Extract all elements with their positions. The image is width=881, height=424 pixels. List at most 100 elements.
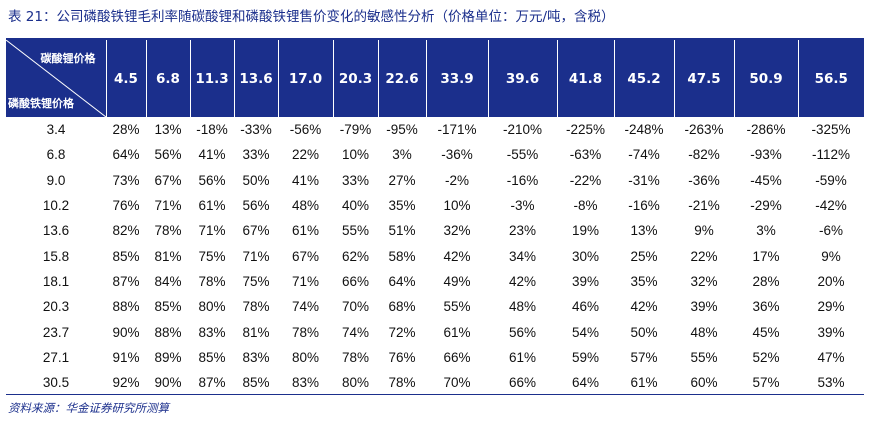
table-cell: -22%	[569, 172, 602, 188]
table-cell: 78%	[388, 375, 416, 391]
table-cell: 50%	[630, 324, 658, 340]
table-cell: 67%	[291, 248, 320, 264]
table-cell: 13%	[154, 122, 182, 138]
table-cell: -33%	[240, 122, 272, 138]
table-cell: -18%	[196, 122, 228, 138]
table-cell: 25%	[630, 248, 658, 264]
table-cell: 13%	[630, 223, 658, 239]
table-cell: 56%	[198, 172, 226, 188]
table-cell: 42%	[443, 248, 471, 264]
table-cell: 48%	[690, 324, 718, 340]
table-cell: 17%	[752, 248, 780, 264]
column-header: 22.6	[377, 40, 426, 117]
column-header: 11.3	[189, 40, 234, 117]
table-cell: 42%	[508, 273, 537, 289]
table-row: 6.8 64% 56% 41% 33% 22% 10% 3% -36% -55% -63% -74% -…	[6, 142, 864, 167]
table-cell: -79%	[339, 122, 372, 138]
table-cell: 64%	[388, 273, 416, 289]
table-cell: 35%	[630, 273, 658, 289]
table-cell: 73%	[112, 172, 140, 188]
table-cell: 58%	[388, 248, 416, 264]
table-title: 表 21：公司磷酸铁锂毛利率随碳酸锂和磷酸铁锂售价变化的敏感性分析（价格单位：万…	[8, 9, 615, 25]
table-cell: 20%	[817, 273, 845, 289]
table-cell: 91%	[112, 349, 140, 365]
column-header: 39.6	[487, 40, 557, 117]
row-header: 3.4	[46, 122, 66, 138]
table-cell: 22%	[690, 248, 718, 264]
table-cell: 67%	[242, 223, 270, 239]
table-cell: 88%	[112, 299, 140, 315]
table-cell: -16%	[628, 198, 660, 214]
table-cell: 90%	[154, 375, 182, 391]
table-cell: 76%	[388, 349, 416, 365]
column-header: 50.9	[733, 40, 798, 117]
table-cell: -36%	[441, 147, 473, 163]
table-cell: 61%	[508, 349, 537, 365]
table-cell: 66%	[443, 349, 471, 365]
table-cell: 74%	[341, 324, 370, 340]
table-cell: 81%	[154, 248, 182, 264]
table-cell: 23%	[508, 223, 537, 239]
table-cell: -325%	[811, 122, 851, 138]
column-header: 33.9	[425, 40, 488, 117]
table-cell: 83%	[198, 324, 226, 340]
table-cell: 92%	[112, 375, 140, 391]
table-cell: 48%	[291, 198, 320, 214]
table-cell: 67%	[154, 172, 182, 188]
table-cell: -56%	[289, 122, 322, 138]
table-cell: 75%	[242, 273, 270, 289]
row-header: 15.8	[42, 248, 70, 264]
table-cell: 40%	[341, 198, 370, 214]
table-cell: 32%	[690, 273, 718, 289]
table-cell: 71%	[154, 198, 182, 214]
table-cell: 28%	[752, 273, 780, 289]
table-cell: 41%	[291, 172, 320, 188]
table-cell: -16%	[506, 172, 539, 188]
table-cell: 66%	[508, 375, 537, 391]
table-cell: -3%	[510, 198, 535, 214]
table-cell: -59%	[815, 172, 847, 188]
table-cell: 78%	[341, 349, 370, 365]
table-cell: 74%	[291, 299, 320, 315]
table-cell: 60%	[690, 375, 718, 391]
table-cell: 39%	[817, 324, 845, 340]
table-cell: 49%	[443, 273, 471, 289]
table-cell: 68%	[388, 299, 416, 315]
table-cell: 41%	[198, 147, 226, 163]
table-cell: -93%	[750, 147, 782, 163]
column-header: 4.5	[105, 40, 146, 117]
table-cell: 39%	[571, 273, 600, 289]
table-cell: -248%	[624, 122, 664, 138]
column-header: 41.8	[556, 40, 614, 117]
table-cell: 66%	[341, 273, 370, 289]
table-cell: 71%	[198, 223, 226, 239]
sensitivity-table: 碳酸锂价格 磷酸铁锂价格 4.5 6.8 11.3 13.6 17.0 20.3…	[6, 40, 864, 395]
table-cell: 50%	[242, 172, 270, 188]
row-header: 27.1	[42, 349, 70, 365]
table-row: 23.7 90% 88% 83% 81% 78% 74% 72% 61% 56% 54% 50% 48%…	[6, 319, 864, 344]
table-cell: 27%	[388, 172, 416, 188]
table-cell: 72%	[388, 324, 416, 340]
table-cell: -82%	[688, 147, 720, 163]
table-cell: 55%	[690, 349, 718, 365]
row-header: 20.3	[42, 299, 70, 315]
table-cell: -74%	[628, 147, 660, 163]
table-cell: 28%	[112, 122, 140, 138]
column-header: 20.3	[332, 40, 378, 117]
table-cell: 32%	[443, 223, 471, 239]
table-cell: 78%	[198, 273, 226, 289]
table-row: 27.1 91% 89% 85% 83% 80% 78% 76% 66% 61% 59% 57% 55%…	[6, 345, 864, 370]
table-cell: 56%	[242, 198, 270, 214]
row-header: 13.6	[42, 223, 70, 239]
table-cell: -45%	[750, 172, 782, 188]
column-header: 45.2	[613, 40, 674, 117]
table-cell: 85%	[112, 248, 140, 264]
table-cell: 9%	[694, 223, 714, 239]
table-cell: -210%	[502, 122, 543, 138]
table-cell: -21%	[688, 198, 720, 214]
table-cell: 56%	[154, 147, 182, 163]
table-cell: -31%	[628, 172, 660, 188]
table-cell: 85%	[198, 349, 226, 365]
table-cell: 57%	[752, 375, 780, 391]
table-cell: 80%	[198, 299, 226, 315]
